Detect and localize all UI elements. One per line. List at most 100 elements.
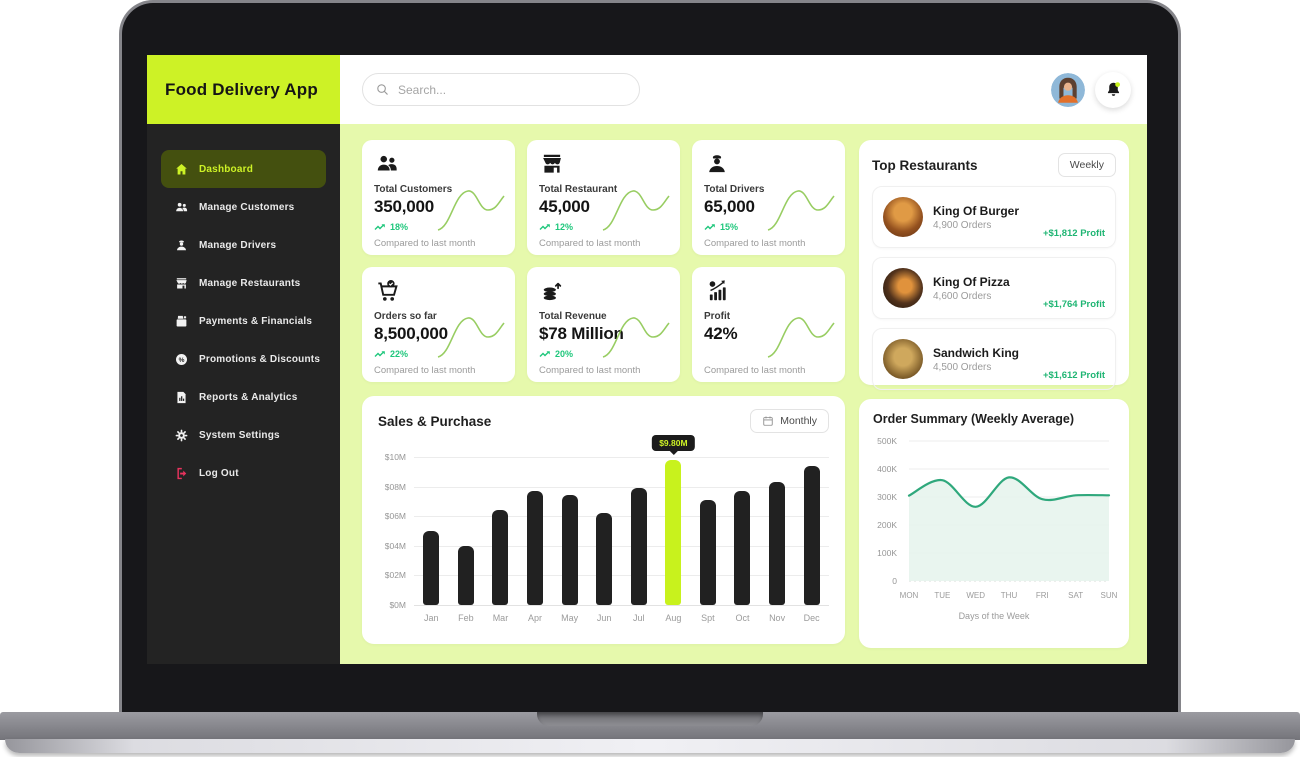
bar-jun[interactable]: [596, 513, 613, 605]
sidebar-item-dashboard[interactable]: Dashboard: [161, 150, 326, 188]
sidebar-item-reports-analytics[interactable]: Reports & Analytics: [161, 378, 326, 416]
x-tick-label: May: [561, 613, 579, 623]
user-avatar[interactable]: [1051, 72, 1085, 107]
restaurant-profit: +$1,764 Profit: [1042, 299, 1105, 310]
sidebar: Food Delivery App Dashboard Manage Custo…: [147, 55, 340, 664]
y-tick-label: 400K: [877, 464, 897, 474]
bar-jul[interactable]: [630, 488, 647, 605]
svg-text:%: %: [179, 356, 185, 363]
restaurant-profit: +$1,612 Profit: [1042, 370, 1105, 381]
bar-slot: [414, 457, 449, 605]
order-plot: [905, 436, 1113, 586]
home-icon: [174, 162, 189, 177]
app-logo: Food Delivery App: [147, 55, 340, 124]
weekly-filter-button[interactable]: Weekly: [1057, 153, 1116, 177]
trend-up-icon: [374, 351, 385, 357]
x-tick-label: Jan: [424, 613, 439, 623]
x-tick-label: WED: [966, 591, 985, 600]
monthly-filter-button[interactable]: Monthly: [750, 409, 829, 433]
stat-note: Compared to last month: [374, 238, 476, 249]
topbar: [340, 55, 1147, 124]
sidebar-item-manage-customers[interactable]: Manage Customers: [161, 188, 326, 226]
trend-up-icon: [374, 224, 385, 230]
x-tick-label: Jun: [596, 613, 612, 623]
bar-jan[interactable]: [423, 531, 440, 605]
restaurant-image-pizza: [883, 268, 923, 308]
order-x-axis-caption: Days of the Week: [958, 611, 1030, 621]
bar-slot: [725, 457, 760, 605]
y-tick-label: $10M: [384, 452, 406, 462]
sidebar-item-payments-financials[interactable]: Payments & Financials: [161, 302, 326, 340]
y-tick-label: 300K: [877, 492, 897, 502]
trend-up-icon: [539, 351, 550, 357]
stats-grid: Total Customers 350,000 18% Compared to …: [362, 140, 845, 382]
bar-spt[interactable]: [699, 499, 716, 605]
laptop-bottom-edge: [5, 739, 1295, 753]
coins-icon: [539, 278, 565, 304]
sidebar-item-manage-restaurants[interactable]: Manage Restaurants: [161, 264, 326, 302]
bell-icon: [1107, 82, 1120, 96]
stat-card-total-revenue: Total Revenue $78 Million 20% Compared t…: [527, 267, 680, 382]
y-tick-label: $06M: [384, 511, 406, 522]
register-icon: [174, 314, 189, 329]
bar-slot: [518, 457, 553, 605]
bar-oct[interactable]: [734, 491, 751, 605]
report-icon: [174, 390, 189, 405]
top-restaurants-title: Top Restaurants: [872, 157, 978, 173]
bar-slot: [621, 457, 656, 605]
y-tick-label: $02M: [384, 570, 406, 581]
restaurant-row-king-of-pizza[interactable]: King Of Pizza 4,600 Orders +$1,764 Profi…: [872, 257, 1116, 319]
x-tick-label: Mar: [492, 613, 509, 623]
sidebar-item-manage-drivers[interactable]: Manage Drivers: [161, 226, 326, 264]
bar-slot: [691, 457, 726, 605]
sales-bars: [414, 457, 829, 605]
bar-dec[interactable]: [803, 465, 820, 605]
bar-nov[interactable]: [769, 482, 786, 605]
x-tick-label: Apr: [528, 613, 543, 623]
trend-up-icon: [539, 224, 550, 230]
bar-may[interactable]: [561, 495, 578, 605]
bar-aug[interactable]: [665, 459, 682, 605]
gear-icon: [174, 428, 189, 443]
notification-dot: [1114, 82, 1120, 87]
x-tick-label: Feb: [458, 613, 474, 623]
stat-card-profit: Profit 42% Compared to last month: [692, 267, 845, 382]
bar-apr[interactable]: [527, 491, 544, 605]
bar-feb[interactable]: [457, 545, 474, 605]
customers-icon: [374, 151, 400, 177]
order-summary-title: Order Summary (Weekly Average): [873, 412, 1075, 426]
trend-sparkline: [437, 317, 505, 358]
notification-button[interactable]: [1095, 71, 1131, 108]
restaurant-image-sandwich: [883, 339, 923, 379]
x-tick-label: Oct: [735, 613, 750, 623]
search-box[interactable]: [362, 73, 640, 106]
driver-icon: [174, 238, 189, 253]
order-summary-chart: 500K 400K 300K 200K 100K 0: [873, 436, 1115, 586]
profit-chart-icon: [704, 278, 730, 304]
sidebar-item-log-out[interactable]: Log Out: [161, 454, 326, 492]
x-tick-label: SAT: [1068, 591, 1084, 600]
order-x-axis: MON TUE WED THU FRI SAT SUN: [900, 591, 1118, 604]
y-tick-label: $08M: [384, 481, 406, 492]
restaurant-row-king-of-burger[interactable]: King Of Burger 4,900 Orders +$1,812 Prof…: [872, 186, 1116, 248]
search-icon: [377, 84, 388, 95]
laptop-bezel: Food Delivery App Dashboard Manage Custo…: [119, 0, 1181, 728]
stat-card-total-drivers: Total Drivers 65,000 15% Compared to las…: [692, 140, 845, 255]
sidebar-item-system-settings[interactable]: System Settings: [161, 416, 326, 454]
bar-slot: [794, 457, 829, 605]
sales-plot: $9.80M: [414, 434, 829, 606]
bar-slot: [656, 457, 691, 605]
gridline: [414, 605, 829, 606]
x-tick-label: Dec: [803, 613, 820, 623]
x-tick-label: Jul: [633, 613, 645, 623]
x-tick-label: Aug: [665, 613, 682, 623]
search-input[interactable]: [398, 82, 627, 97]
laptop-notch: [537, 712, 763, 726]
bar-mar[interactable]: [492, 510, 509, 605]
sales-x-axis: Jan Feb Mar Apr May Jun Jul Aug Spt Oct Nov Dec: [414, 613, 829, 623]
sales-purchase-panel: Sales & Purchase Monthly $10M $08M $06M $04…: [362, 396, 845, 644]
restaurant-row-sandwich-king[interactable]: Sandwich King 4,500 Orders +$1,612 Profi…: [872, 328, 1116, 390]
sidebar-item-promotions-discounts[interactable]: % Promotions & Discounts: [161, 340, 326, 378]
sales-bar-chart: $10M $08M $06M $04M $02M $0M $9.80M: [378, 434, 829, 610]
y-tick-label: 0: [892, 576, 897, 586]
